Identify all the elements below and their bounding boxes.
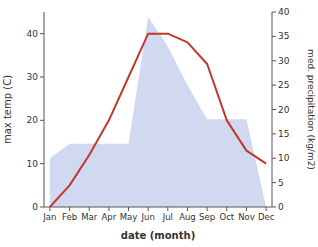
y2-tick-label: 30 bbox=[278, 56, 290, 66]
y2-tick-label: 20 bbox=[278, 105, 290, 115]
temp-line bbox=[50, 34, 266, 207]
x-tick-label: Oct bbox=[219, 212, 234, 222]
x-tick-label: Apr bbox=[102, 212, 117, 222]
plot-area bbox=[50, 17, 266, 207]
chart: 0 10 20 30 40 max temp (C) 0 5 10 15 20 25 30 35 40 med… bbox=[0, 0, 318, 247]
y-tick-label: 40 bbox=[27, 29, 39, 39]
x-tick-label: Jun bbox=[141, 212, 155, 222]
y-tick bbox=[40, 33, 44, 34]
x-tick bbox=[108, 207, 109, 211]
y-tick bbox=[40, 77, 44, 78]
x-tick-label: Nov bbox=[238, 212, 255, 222]
chart-container: 0 10 20 30 40 max temp (C) 0 5 10 15 20 25 30 35 40 med… bbox=[0, 0, 318, 247]
y2-tick bbox=[272, 207, 276, 208]
x-tick bbox=[128, 207, 129, 211]
x-tick bbox=[207, 207, 208, 211]
y2-tick bbox=[272, 85, 276, 86]
y2-tick-label: 0 bbox=[278, 202, 284, 212]
y2-tick bbox=[272, 109, 276, 110]
y-tick-label: 20 bbox=[27, 115, 39, 125]
y2-tick bbox=[272, 12, 276, 13]
x-tick bbox=[49, 207, 50, 211]
x-tick-label: Aug bbox=[179, 212, 196, 222]
x-axis-line bbox=[44, 207, 272, 208]
x-tick bbox=[246, 207, 247, 211]
x-tick bbox=[148, 207, 149, 211]
y2-tick bbox=[272, 133, 276, 134]
y2-tick-label: 35 bbox=[278, 31, 289, 41]
x-tick-label: Mar bbox=[81, 212, 98, 222]
y-tick bbox=[40, 207, 44, 208]
x-tick bbox=[226, 207, 227, 211]
y2-tick bbox=[272, 182, 276, 183]
y-tick-label: 10 bbox=[27, 159, 39, 169]
y2-tick bbox=[272, 60, 276, 61]
x-tick-label: Jan bbox=[42, 212, 56, 222]
y-axis-label: max temp (C) bbox=[2, 75, 13, 144]
y-tick-label: 30 bbox=[27, 72, 39, 82]
y2-tick bbox=[272, 36, 276, 37]
y2-tick bbox=[272, 158, 276, 159]
x-tick-label: Feb bbox=[62, 212, 77, 222]
y2-tick-label: 25 bbox=[278, 80, 289, 90]
y2-tick-label: 40 bbox=[278, 7, 290, 17]
x-tick bbox=[69, 207, 70, 211]
y-axis-line bbox=[44, 12, 45, 207]
y2-axis-label: med. precipitation (kg/m2) bbox=[306, 49, 316, 170]
y2-tick-label: 10 bbox=[278, 153, 290, 163]
y-tick-label: 0 bbox=[32, 202, 38, 212]
precip-area bbox=[50, 17, 266, 207]
y2-tick-label: 5 bbox=[278, 178, 284, 188]
y-tick bbox=[40, 163, 44, 164]
y2-tick-label: 15 bbox=[278, 129, 289, 139]
x-tick bbox=[266, 207, 267, 211]
x-tick bbox=[89, 207, 90, 211]
x-tick-label: Dec bbox=[258, 212, 275, 222]
x-axis-label: date (month) bbox=[121, 230, 195, 241]
x-tick bbox=[167, 207, 168, 211]
y-tick bbox=[40, 120, 44, 121]
x-tick bbox=[187, 207, 188, 211]
x-tick-label: May bbox=[120, 212, 138, 222]
x-tick-label: Jul bbox=[162, 212, 173, 222]
x-tick-label: Sep bbox=[199, 212, 215, 222]
